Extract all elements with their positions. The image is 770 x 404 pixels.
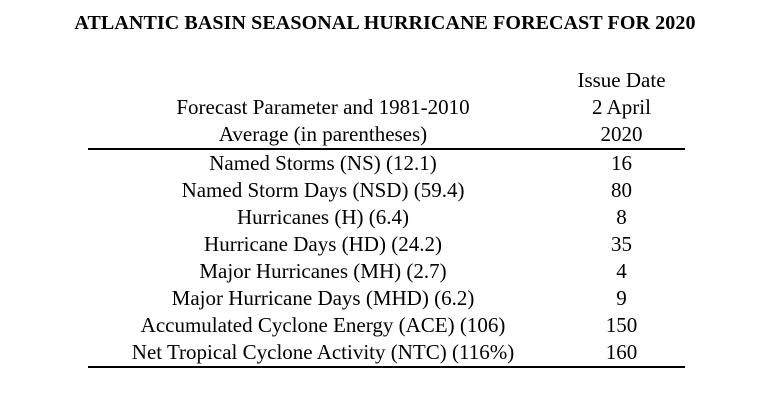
issue-header-line-1: Issue Date — [577, 68, 666, 92]
parameter-cell: Accumulated Cyclone Energy (ACE) (106) — [140, 313, 506, 337]
parameter-cell: Major Hurricane Days (MHD) (6.2) — [171, 286, 475, 310]
table-row: Accumulated Cyclone Energy (ACE) (106) 1… — [88, 312, 685, 339]
table-row: Named Storms (NS) (12.1) 16 — [88, 150, 685, 177]
page-title: ATLANTIC BASIN SEASONAL HURRICANE FORECA… — [74, 12, 696, 34]
table-row: Major Hurricane Days (MHD) (6.2) 9 — [88, 285, 685, 312]
parameter-header-line-1: Forecast Parameter and 1981-2010 — [176, 95, 470, 119]
parameter-cell: Hurricanes (H) (6.4) — [236, 205, 409, 229]
forecast-table: Forecast Parameter and 1981-2010 Average… — [88, 66, 685, 368]
table-row: Net Tropical Cyclone Activity (NTC) (116… — [88, 339, 685, 366]
table-row: Major Hurricanes (MH) (2.7) 4 — [88, 258, 685, 285]
parameter-column-header: Forecast Parameter and 1981-2010 Average… — [88, 94, 558, 148]
table-row: Named Storm Days (NSD) (59.4) 80 — [88, 177, 685, 204]
parameter-cell: Hurricane Days (HD) (24.2) — [204, 232, 442, 256]
value-cell: 16 — [611, 151, 632, 175]
table-header: Forecast Parameter and 1981-2010 Average… — [88, 66, 685, 150]
issue-header-line-2: 2 April — [592, 95, 651, 119]
value-cell: 4 — [616, 259, 627, 283]
table-body: Named Storms (NS) (12.1) 16 Named Storm … — [88, 150, 685, 368]
value-cell: 8 — [616, 205, 627, 229]
value-cell: 160 — [605, 340, 638, 364]
issue-header-line-3: 2020 — [600, 122, 643, 146]
parameter-cell: Named Storm Days (NSD) (59.4) — [181, 178, 465, 202]
value-cell: 35 — [611, 232, 632, 256]
table-row: Hurricanes (H) (6.4) 8 — [88, 204, 685, 231]
table-row: Hurricane Days (HD) (24.2) 35 — [88, 231, 685, 258]
value-cell: 9 — [616, 286, 627, 310]
parameter-cell: Net Tropical Cyclone Activity (NTC) (116… — [131, 340, 515, 364]
issue-date-column-header: Issue Date 2 April 2020 — [558, 67, 685, 148]
value-cell: 80 — [611, 178, 632, 202]
parameter-header-line-2: Average (in parentheses) — [218, 122, 428, 146]
parameter-cell: Major Hurricanes (MH) (2.7) — [199, 259, 447, 283]
value-cell: 150 — [605, 313, 638, 337]
parameter-cell: Named Storms (NS) (12.1) — [209, 151, 437, 175]
